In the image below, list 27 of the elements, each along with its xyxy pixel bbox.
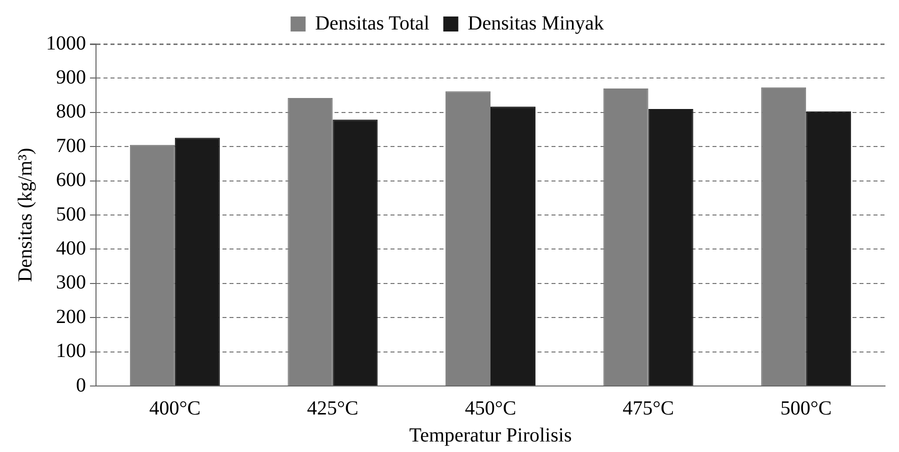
x-tick-label: 400°C — [149, 397, 201, 420]
bar — [806, 111, 852, 386]
y-tick-label: 700 — [56, 134, 86, 157]
y-tick-label: 100 — [56, 340, 86, 362]
x-tick-label: 450°C — [464, 397, 516, 420]
y-tick-label: 200 — [56, 306, 86, 328]
y-tick-label: 500 — [56, 203, 86, 226]
x-tick-label: 475°C — [622, 397, 674, 420]
bar — [490, 106, 536, 386]
y-tick-label: 800 — [56, 100, 86, 123]
y-tick-label: 1000 — [46, 32, 86, 54]
x-axis-title: Temperatur Pirolisis — [409, 424, 572, 446]
bar — [332, 120, 378, 386]
y-tick-label: 400 — [56, 237, 86, 260]
bar — [174, 138, 220, 386]
y-axis-title: Densitas (kg/m³) — [14, 148, 36, 282]
y-tick-label: 0 — [76, 374, 86, 396]
x-tick-label: 425°C — [307, 397, 358, 420]
bar — [648, 108, 694, 386]
y-tick-label: 300 — [56, 272, 86, 294]
y-tick-label: 600 — [56, 169, 86, 192]
legend-label: Densitas Minyak — [468, 12, 604, 34]
bar — [761, 87, 806, 386]
legend-label: Densitas Total — [315, 12, 430, 34]
bar — [446, 91, 490, 386]
y-tick-label: 900 — [56, 66, 86, 88]
x-tick-label: 500°C — [780, 397, 832, 420]
